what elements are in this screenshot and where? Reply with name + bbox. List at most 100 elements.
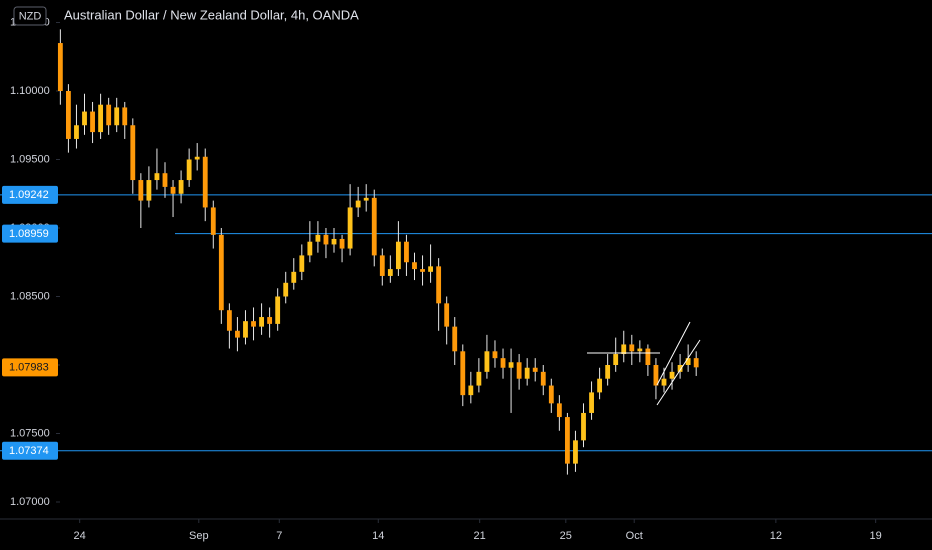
candle-body [573,440,578,464]
candle-body [259,317,264,327]
candle-body [589,392,594,413]
candle-body [412,262,417,270]
candle-body [323,234,329,245]
currency-badge [13,6,47,26]
candle-body [114,107,120,126]
level-badge [2,185,58,204]
candle-body [556,403,562,418]
candle-body [677,364,683,372]
candle-body [621,344,627,355]
candle-body [387,269,393,276]
candle-body [178,180,184,194]
x-tick-label: 21 [474,530,486,542]
candle-body [524,367,530,379]
candles [57,29,699,475]
candle-body [202,156,208,208]
candle-body [331,238,337,245]
candle-body [299,255,305,272]
candle-body [532,367,538,372]
level-badge [2,224,58,243]
level-label: 1.07374 [9,445,49,457]
candle-body [605,364,611,379]
y-tick-label: 1.09500 [10,153,50,165]
candle-body [476,371,482,386]
candle-body [540,371,546,386]
candle-body [210,207,216,235]
candle-body [339,238,345,249]
x-tick-label: Sep [189,530,209,542]
y-tick-label: 1.10000 [10,85,50,97]
candle-body [404,241,409,263]
candle-body [146,180,152,201]
candle-body [154,173,160,181]
candle-body [597,378,603,393]
candle-body [637,348,643,352]
candle-body [315,234,321,242]
candle-body [74,125,79,139]
candle-body [379,255,385,276]
x-tick-label: 19 [870,530,882,542]
candle-body [122,107,128,126]
last-price-label: 1.07983 [9,362,49,374]
candle-body [90,111,95,133]
drawing-line [656,339,701,406]
candle-body [98,104,104,133]
candle-body [307,241,313,256]
candle-body [661,378,667,386]
candle-body [693,358,699,368]
x-tick-label: Oct [626,530,643,542]
level-label: 1.09242 [9,189,49,201]
candle-body [130,125,136,181]
candle-body [82,111,87,126]
candle-body [484,351,490,372]
x-tick-label: 7 [276,530,282,542]
candle-body [428,266,434,272]
level-label: 1.08959 [9,228,49,240]
y-tick-label: 1.08500 [10,290,50,302]
candle-body [645,348,651,365]
candle-body [468,385,474,396]
candle-body [347,207,353,249]
candle-body [395,241,401,270]
candle-body [251,321,256,327]
candle-body [355,200,361,208]
candle-body [243,321,248,338]
x-tick-label: 25 [560,530,572,542]
price-badges: 1.09242 1.08959 1.07374 1.07983 [2,185,58,460]
candle-body [653,364,659,386]
drawing-line [656,321,691,386]
x-tick-label: 14 [372,530,384,542]
candle-body [420,269,425,272]
candle-body [275,296,281,324]
candle-body [685,358,691,365]
candle-body [548,385,554,404]
candle-body [460,351,466,396]
x-tick-label: 12 [770,530,782,542]
candle-body [226,310,232,331]
y-tick-label: 1.07500 [10,427,50,439]
candle-body [106,104,112,126]
candle-body [436,266,442,304]
x-tick-label: 24 [74,530,86,542]
candle-body [629,344,635,352]
candle-body [283,282,289,297]
level-badge [2,441,58,460]
candle-body [564,417,570,464]
candle-body [669,371,675,379]
candle-body [138,180,144,201]
candle-body [444,303,450,327]
candle-body [516,362,522,379]
last-price-badge [2,358,58,377]
candle-body [57,43,63,91]
levels [0,194,932,452]
candle-body [194,156,200,160]
candle-body [581,412,586,441]
candle-body [500,358,506,368]
candle-body [492,351,498,359]
candle-body [235,330,240,338]
x-axis: 24 Sep 7 14 21 25 Oct 12 19 [74,519,882,542]
candle-body [170,186,176,194]
